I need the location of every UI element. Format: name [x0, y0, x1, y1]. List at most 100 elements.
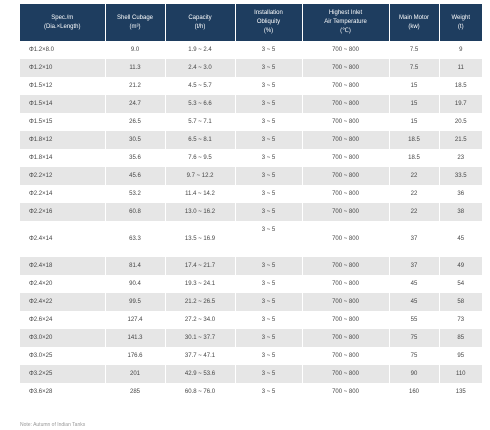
table-row: Φ2.4×14 63.3 13.5 ~ 16.9 3 ~ 5 700 ~ 800 37 45	[20, 221, 482, 257]
cell-weight: 33.5	[439, 167, 482, 185]
table-header-row: Spec./m (Dia.×Length) Shell Cubage (m³) Capa…	[20, 4, 482, 41]
cell-capacity: 11.4 ~ 14.2	[165, 185, 236, 203]
cell-inlet-temperature: 700 ~ 800	[302, 59, 390, 77]
cell-obliquity: 3 ~ 5	[235, 347, 303, 365]
column-header-weight: Weight (t)	[439, 4, 482, 41]
cell-shell-cubage: 21.2	[105, 77, 166, 95]
column-header-line: Capacity	[188, 14, 212, 21]
cell-inlet-temperature: 700 ~ 800	[302, 221, 390, 257]
cell-capacity: 30.1 ~ 37.7	[165, 329, 236, 347]
table-row: Φ2.2×14 53.2 11.4 ~ 14.2 3 ~ 5 700 ~ 800 22 36	[20, 185, 482, 203]
cell-weight: 20.5	[439, 113, 482, 131]
cell-shell-cubage: 53.2	[105, 185, 166, 203]
column-header-line: (Dia.×Length)	[43, 23, 81, 30]
cell-inlet-temperature: 700 ~ 800	[302, 365, 390, 383]
cell-spec: Φ2.4×18	[20, 257, 106, 275]
cell-obliquity: 3 ~ 5	[235, 203, 303, 221]
cell-main-motor: 37	[389, 257, 440, 275]
cell-shell-cubage: 141.3	[105, 329, 166, 347]
cell-spec: Φ1.8×14	[20, 149, 106, 167]
table-row: Φ2.2×12 45.6 9.7 ~ 12.2 3 ~ 5 700 ~ 800 22 33.…	[20, 167, 482, 185]
cell-weight: 38	[439, 203, 482, 221]
cell-inlet-temperature: 700 ~ 800	[302, 275, 390, 293]
cell-capacity: 7.6 ~ 9.5	[165, 149, 236, 167]
cell-inlet-temperature: 700 ~ 800	[302, 95, 390, 113]
cell-shell-cubage: 285	[105, 383, 166, 401]
cell-spec: Φ1.2×8.0	[20, 41, 106, 59]
cell-obliquity: 3 ~ 5	[235, 41, 303, 59]
cell-main-motor: 18.5	[389, 131, 440, 149]
column-header-line: Shell Cubage	[116, 14, 154, 21]
cell-capacity: 9.7 ~ 12.2	[165, 167, 236, 185]
table-row: Φ2.4×18 81.4 17.4 ~ 21.7 3 ~ 5 700 ~ 800 37 49	[20, 257, 482, 275]
cell-spec: Φ2.6×24	[20, 311, 106, 329]
column-header-line: Spec./m	[51, 14, 74, 21]
cell-inlet-temperature: 700 ~ 800	[302, 257, 390, 275]
table-row: Φ1.5×15 26.5 5.7 ~ 7.1 3 ~ 5 700 ~ 800 15 20.5	[20, 113, 482, 131]
cell-capacity: 13.0 ~ 16.2	[165, 203, 236, 221]
cell-obliquity: 3 ~ 5	[235, 275, 303, 293]
cell-spec: Φ3.6×28	[20, 383, 106, 401]
cell-shell-cubage: 26.5	[105, 113, 166, 131]
cell-obliquity: 3 ~ 5	[235, 329, 303, 347]
cell-inlet-temperature: 700 ~ 800	[302, 149, 390, 167]
cell-weight: 49	[439, 257, 482, 275]
cell-weight: 21.5	[439, 131, 482, 149]
cell-shell-cubage: 99.5	[105, 293, 166, 311]
cell-capacity: 27.2 ~ 34.0	[165, 311, 236, 329]
cell-spec: Φ1.2×10	[20, 59, 106, 77]
cell-weight: 11	[439, 59, 482, 77]
cell-main-motor: 37	[389, 221, 440, 257]
cell-spec: Φ3.0×25	[20, 347, 106, 365]
cell-inlet-temperature: 700 ~ 800	[302, 77, 390, 95]
cell-obliquity: 3 ~ 5	[235, 257, 303, 275]
cell-obliquity: 3 ~ 5	[235, 149, 303, 167]
cell-weight: 58	[439, 293, 482, 311]
cell-spec: Φ2.2×12	[20, 167, 106, 185]
cell-shell-cubage: 201	[105, 365, 166, 383]
cell-main-motor: 22	[389, 185, 440, 203]
cell-main-motor: 18.5	[389, 149, 440, 167]
cell-obliquity: 3 ~ 5	[235, 59, 303, 77]
table-body: Φ1.2×8.0 9.0 1.9 ~ 2.4 3 ~ 5 700 ~ 800 7.5 9 Φ1…	[20, 41, 482, 401]
cell-shell-cubage: 24.7	[105, 95, 166, 113]
column-header-line: Weight	[451, 14, 471, 21]
cell-capacity: 1.9 ~ 2.4	[165, 41, 236, 59]
cell-main-motor: 75	[389, 347, 440, 365]
table-row: Φ1.2×10 11.3 2.4 ~ 3.0 3 ~ 5 700 ~ 800 7.5 11	[20, 59, 482, 77]
cell-shell-cubage: 127.4	[105, 311, 166, 329]
cell-weight: 95	[439, 347, 482, 365]
table-row: Φ2.2×16 60.8 13.0 ~ 16.2 3 ~ 5 700 ~ 800 22 38	[20, 203, 482, 221]
cell-capacity: 17.4 ~ 21.7	[165, 257, 236, 275]
cell-inlet-temperature: 700 ~ 800	[302, 203, 390, 221]
cell-spec: Φ1.5×14	[20, 95, 106, 113]
column-header-line: Main Motor	[398, 14, 429, 21]
cell-weight: 54	[439, 275, 482, 293]
cell-obliquity: 3 ~ 5	[235, 167, 303, 185]
cell-capacity: 13.5 ~ 16.9	[165, 221, 236, 257]
cell-spec: Φ1.8×12	[20, 131, 106, 149]
table-row: Φ3.0×25 176.6 37.7 ~ 47.1 3 ~ 5 700 ~ 800 75 9…	[20, 347, 482, 365]
cell-spec: Φ3.2×25	[20, 365, 106, 383]
column-header-capacity: Capacity (t/h)	[165, 4, 236, 41]
table-row: Φ1.8×14 35.6 7.6 ~ 9.5 3 ~ 5 700 ~ 800 18.5 23	[20, 149, 482, 167]
cell-shell-cubage: 11.3	[105, 59, 166, 77]
column-header-shell-cubage: Shell Cubage (m³)	[105, 4, 166, 41]
cell-spec: Φ3.0×20	[20, 329, 106, 347]
table-row: Φ2.4×22 99.5 21.2 ~ 26.5 3 ~ 5 700 ~ 800 45 58	[20, 293, 482, 311]
cell-obliquity: 3 ~ 5	[235, 95, 303, 113]
cell-capacity: 5.3 ~ 6.6	[165, 95, 236, 113]
cell-weight: 23	[439, 149, 482, 167]
cell-obliquity: 3 ~ 5	[235, 311, 303, 329]
cell-obliquity: 3 ~ 5	[235, 77, 303, 95]
table-footnote: Note: Autumn of Indian Tanks	[20, 422, 86, 428]
cell-obliquity: 3 ~ 5	[235, 113, 303, 131]
cell-inlet-temperature: 700 ~ 800	[302, 329, 390, 347]
cell-main-motor: 75	[389, 329, 440, 347]
cell-inlet-temperature: 700 ~ 800	[302, 131, 390, 149]
table-row: Φ1.8×12 30.5 6.5 ~ 8.1 3 ~ 5 700 ~ 800 18.5 21…	[20, 131, 482, 149]
column-header-line: (t/h)	[194, 23, 206, 30]
cell-main-motor: 15	[389, 77, 440, 95]
cell-obliquity: 3 ~ 5	[235, 185, 303, 203]
cell-weight: 73	[439, 311, 482, 329]
